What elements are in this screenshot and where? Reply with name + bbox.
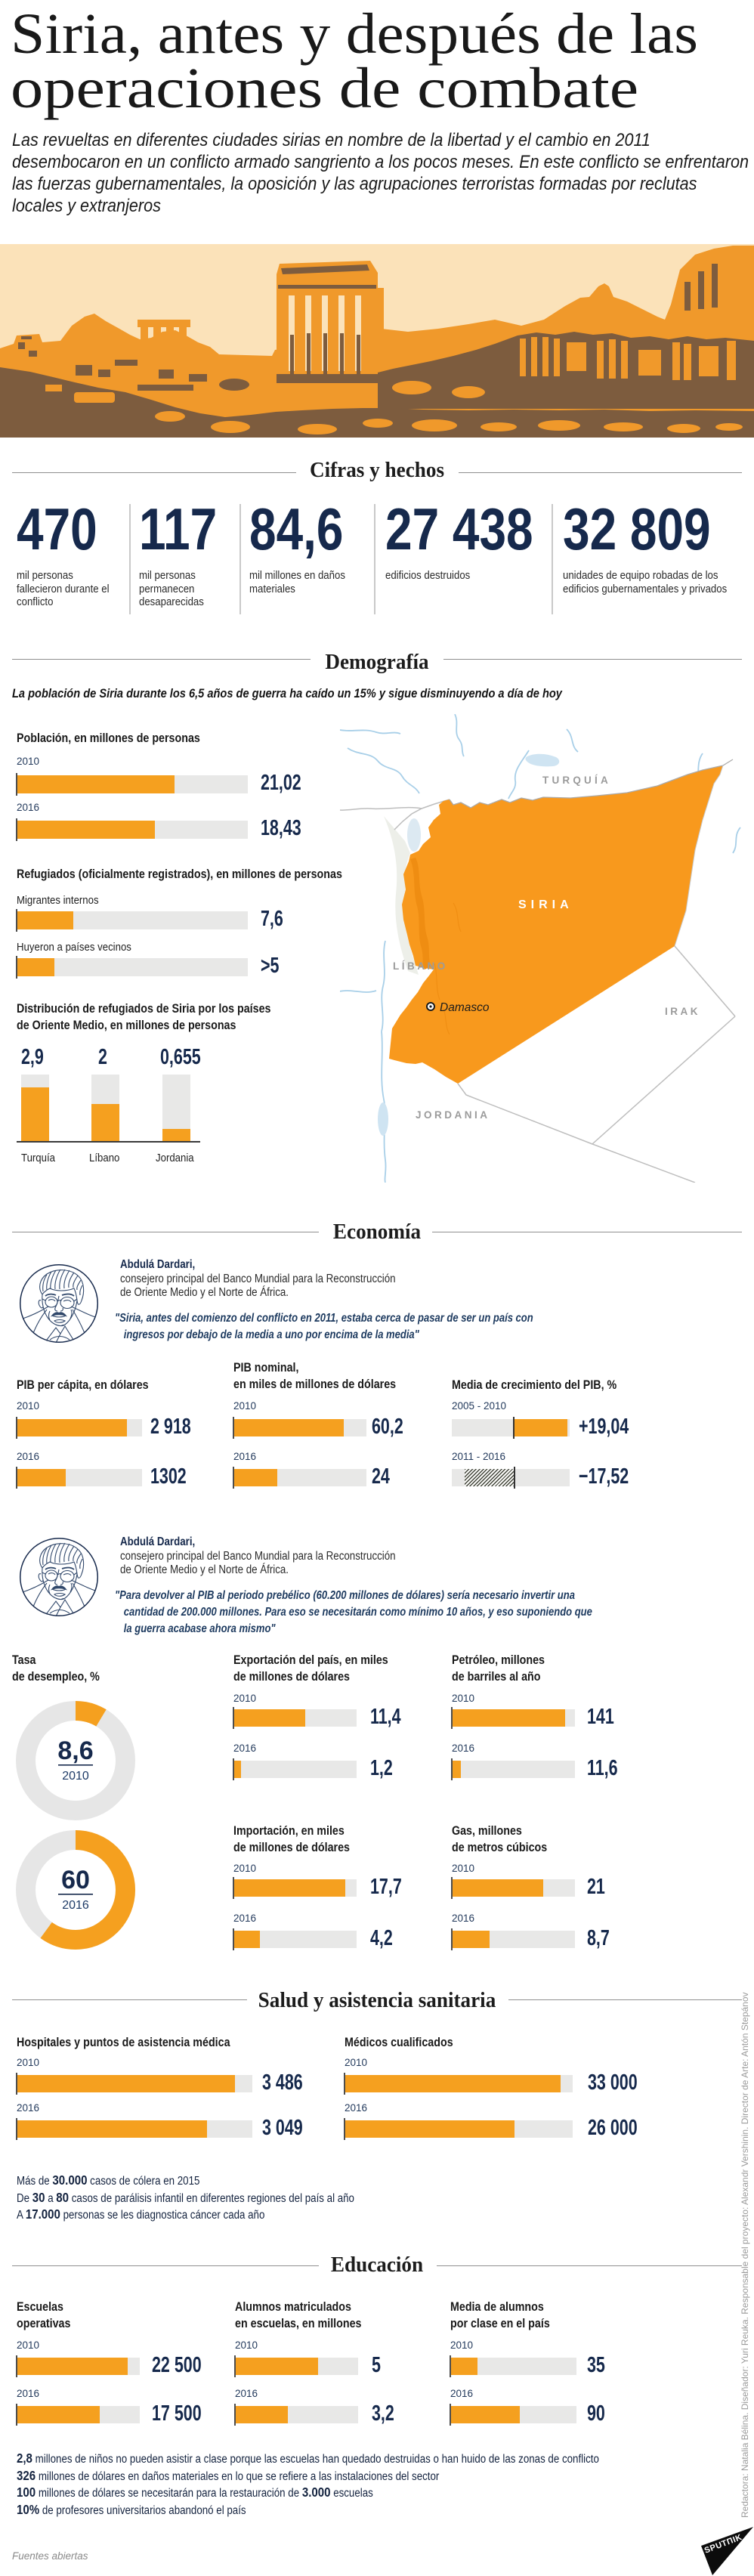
svg-text:60: 60 [61, 1866, 90, 1894]
svg-text:SIRIA: SIRIA [518, 898, 573, 911]
svg-text:JORDANIA: JORDANIA [416, 1109, 490, 1121]
svg-text:2010: 2010 [62, 1770, 89, 1783]
svg-text:LÍBANO: LÍBANO [393, 960, 448, 972]
svg-text:IRAK: IRAK [665, 1006, 700, 1017]
svg-text:Damasco: Damasco [440, 1001, 490, 1014]
svg-text:8,6: 8,6 [57, 1736, 93, 1765]
svg-text:TURQUÍA: TURQUÍA [542, 775, 611, 786]
svg-text:2016: 2016 [62, 1899, 89, 1912]
